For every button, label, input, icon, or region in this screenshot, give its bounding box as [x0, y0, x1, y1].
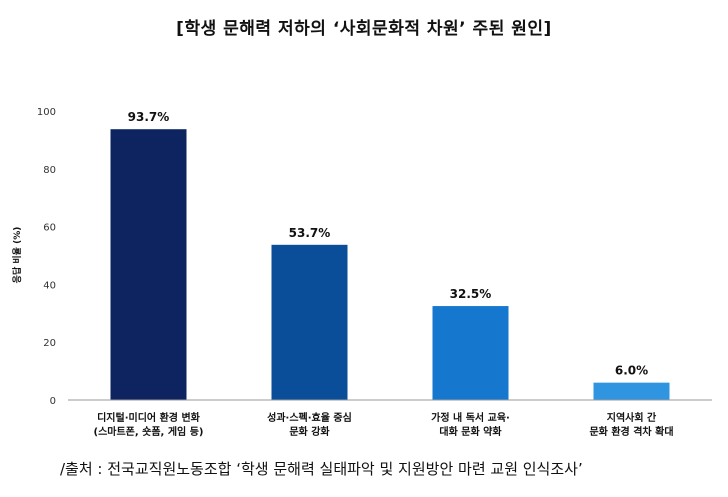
y-tick-label: 80 [43, 165, 56, 176]
category-label: 문화 강화 [289, 425, 330, 438]
data-label: 32.5% [450, 287, 492, 301]
source-note: /출처 : 전국교직원노동조합 ‘학생 문해력 실태파악 및 지원방안 마련 교… [60, 460, 583, 478]
bar [271, 244, 348, 400]
category-label: 문화 환경 격차 확대 [589, 425, 673, 438]
category-label: 가정 내 독서 교육· [431, 411, 510, 424]
chart-title: [학생 문해력 저하의 ‘사회문화적 차원’ 주된 원인] [176, 19, 552, 39]
bar [593, 382, 670, 400]
y-axis-title: 응답 비율 (%) [11, 227, 23, 284]
y-tick-label: 0 [50, 396, 56, 407]
y-axis: 0 20 40 60 80 100 [37, 107, 56, 407]
bars-group: 93.7% 53.7% 32.5% 6.0% [110, 110, 670, 400]
bar [110, 129, 187, 400]
category-label: 대화 문화 약화 [439, 425, 502, 438]
data-label: 6.0% [615, 364, 648, 378]
y-tick-label: 40 [43, 280, 56, 291]
category-label: 지역사회 간 [607, 411, 657, 424]
y-tick-label: 20 [43, 338, 56, 349]
category-label: 성과·스펙·효율 중심 [267, 411, 352, 424]
y-tick-label: 100 [37, 107, 56, 118]
bar-chart: 0 20 40 60 80 100 93.7% 53.7% 32.5% 6.0% 디지털·미디어… [11, 107, 712, 438]
data-label: 93.7% [128, 110, 170, 124]
category-label: 디지털·미디어 환경 변화 [97, 411, 201, 424]
category-label: (스마트폰, 숏폼, 게임 등) [94, 425, 204, 438]
data-label: 53.7% [289, 226, 331, 240]
x-axis: 디지털·미디어 환경 변화(스마트폰, 숏폼, 게임 등) 성과·스펙·효율 중심… [68, 399, 712, 438]
bar [432, 306, 509, 400]
y-tick-label: 60 [43, 223, 56, 234]
